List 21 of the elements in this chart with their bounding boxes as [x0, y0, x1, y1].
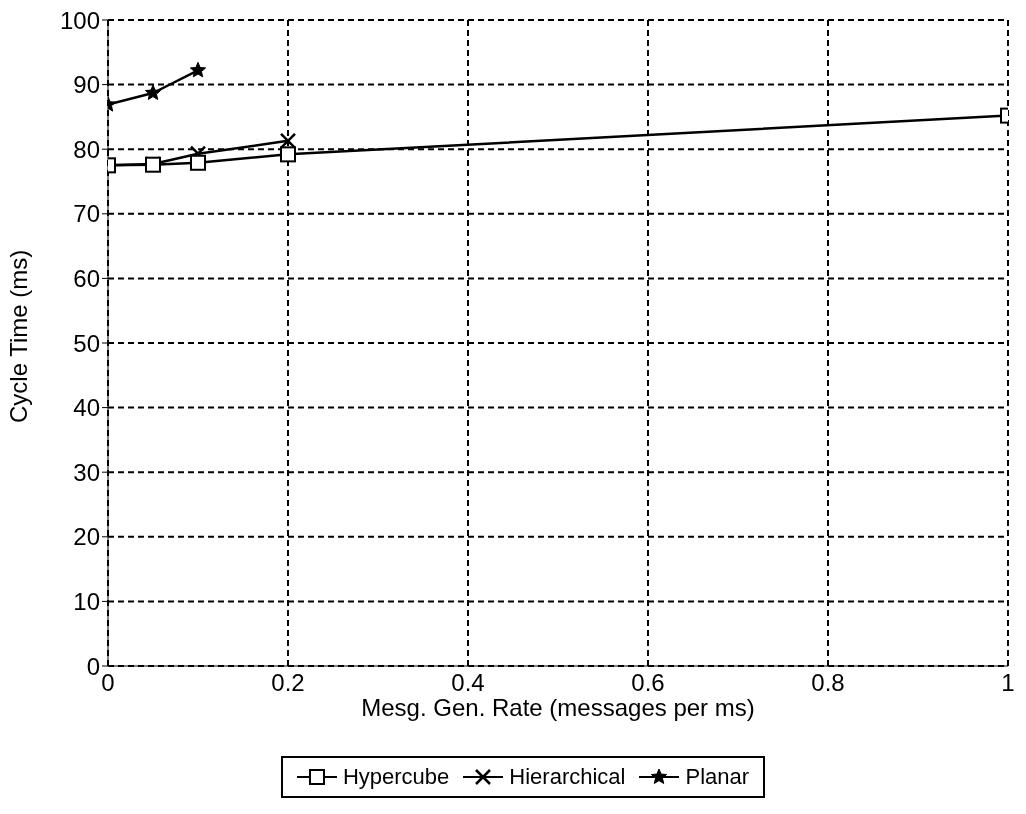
x-axis-title: Mesg. Gen. Rate (messages per ms)	[361, 694, 755, 721]
y-tick-label: 90	[73, 71, 100, 99]
x-tick-label: 0.6	[631, 669, 665, 697]
y-tick-label: 60	[73, 264, 100, 292]
legend-label: Hypercube	[342, 764, 450, 790]
y-tick-label: 0	[86, 652, 100, 680]
y-tick-label: 40	[73, 394, 100, 422]
x-tick-label: 0.4	[451, 669, 485, 697]
y-tick-label: 30	[73, 458, 100, 486]
legend-label: Planar	[685, 764, 750, 790]
y-axis-title: Cycle Time (ms)	[4, 249, 32, 423]
legend-label: Hierarchical	[509, 764, 626, 790]
x-tick-label: 0.2	[271, 669, 305, 697]
y-tick-label: 100	[59, 6, 100, 34]
y-tick-label: 70	[73, 200, 100, 228]
x-tick-label: 1	[1001, 669, 1015, 697]
y-tick-label: 10	[73, 587, 100, 615]
y-tick-label: 50	[73, 329, 100, 357]
x-tick-label: 0.8	[811, 669, 845, 697]
y-tick-label: 80	[73, 135, 100, 163]
y-tick-label: 20	[73, 523, 100, 551]
